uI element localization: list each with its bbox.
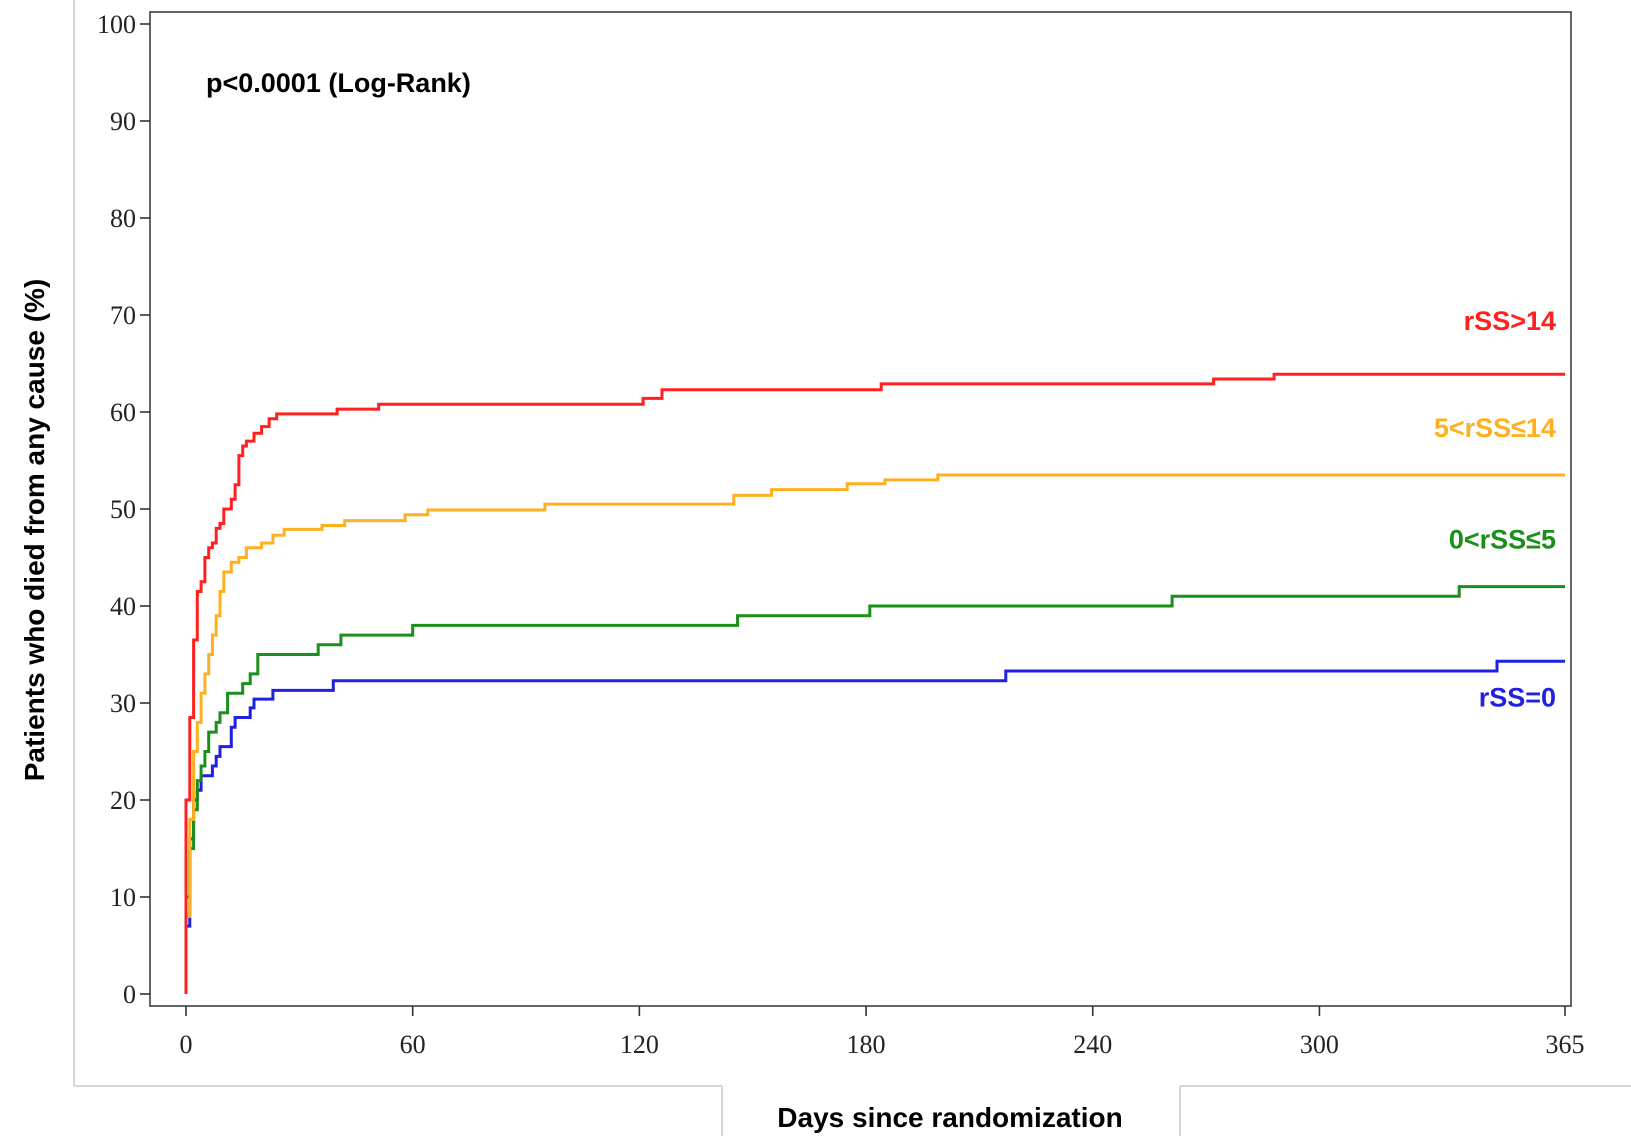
y-tick-label: 90 <box>110 107 136 136</box>
y-axis: 0 10 20 30 40 50 60 70 80 90 100 <box>97 10 150 1009</box>
series-label: rSS=0 <box>1479 682 1556 712</box>
y-tick-label: 10 <box>110 883 136 912</box>
y-tick-label: 50 <box>110 495 136 524</box>
x-tick-label: 240 <box>1073 1030 1112 1059</box>
series-label: 0<rSS≤5 <box>1449 525 1556 555</box>
series-line-rss-0 <box>184 659 1565 994</box>
x-axis-title: Days since randomization <box>777 1102 1122 1133</box>
y-tick-label: 30 <box>110 689 136 718</box>
series-labels: rSS>14 5<rSS≤14 0<rSS≤5 rSS=0 <box>1434 306 1556 712</box>
series-label: rSS>14 <box>1464 306 1556 336</box>
x-tick-label: 300 <box>1300 1030 1339 1059</box>
x-tick-label: 60 <box>400 1030 426 1059</box>
y-tick-label: 20 <box>110 786 136 815</box>
x-tick-label: 0 <box>180 1030 193 1059</box>
x-tick-label: 180 <box>847 1030 886 1059</box>
series-label: 5<rSS≤14 <box>1434 413 1556 443</box>
series-layer <box>184 372 1565 994</box>
x-tick-label: 120 <box>620 1030 659 1059</box>
x-axis: 0 60 120 180 240 300 365 <box>180 1006 1585 1059</box>
series-line-5-rss-14 <box>184 473 1565 994</box>
y-tick-label: 40 <box>110 592 136 621</box>
y-tick-label: 0 <box>123 980 136 1009</box>
x-tick-label: 365 <box>1546 1030 1585 1059</box>
y-tick-label: 60 <box>110 398 136 427</box>
y-tick-label: 100 <box>97 10 136 39</box>
y-tick-label: 80 <box>110 204 136 233</box>
plot-area <box>149 11 1572 1007</box>
p-value-annotation: p<0.0001 (Log-Rank) <box>206 68 471 98</box>
series-line-0-rss-5 <box>184 585 1565 994</box>
y-tick-label: 70 <box>110 301 136 330</box>
outer-frame <box>73 0 1631 1136</box>
series-line-rss-14 <box>184 372 1565 994</box>
y-axis-title: Patients who died from any cause (%) <box>19 279 50 782</box>
